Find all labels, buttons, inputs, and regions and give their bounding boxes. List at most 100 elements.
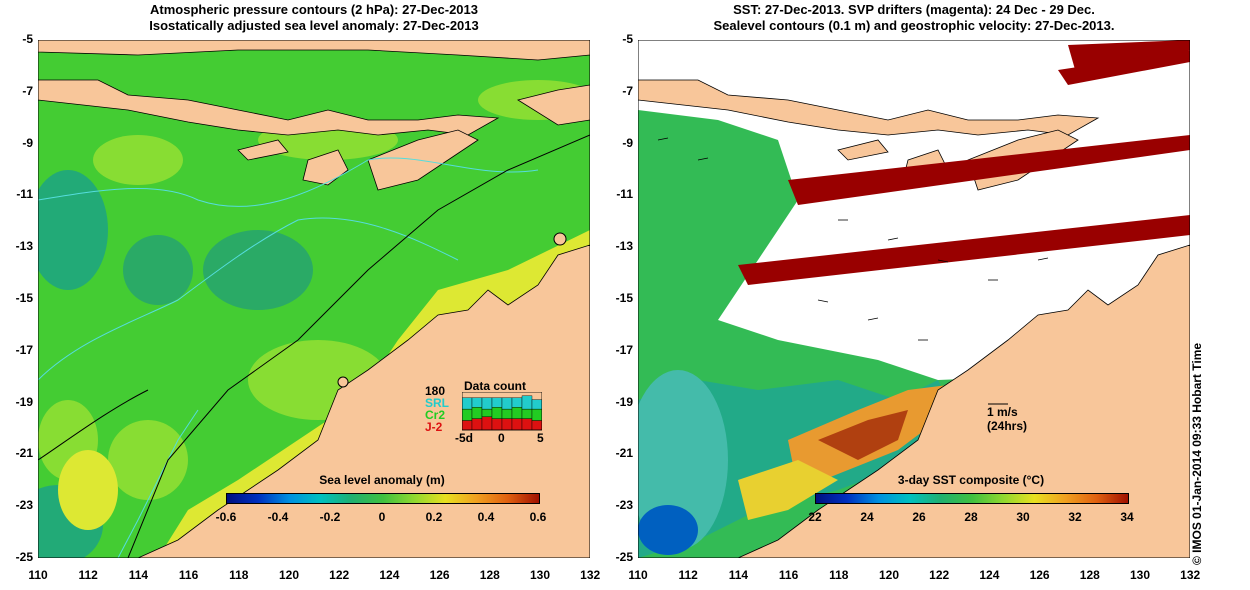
lon-tick-label: 128 bbox=[1079, 568, 1100, 582]
right-title-line2: Sealevel contours (0.1 m) and geostrophi… bbox=[713, 18, 1115, 33]
right-colorbar bbox=[815, 493, 1129, 504]
lat-tick-label: -5 bbox=[622, 32, 633, 46]
lon-tick-label: 118 bbox=[829, 568, 849, 582]
histogram-bar bbox=[491, 397, 503, 408]
lcb-tick: 0.4 bbox=[477, 510, 495, 524]
histogram-bar bbox=[501, 408, 513, 419]
lon-tick-label: 122 bbox=[929, 568, 950, 582]
histogram-bar bbox=[481, 397, 493, 410]
lon-tick-label: 110 bbox=[628, 568, 648, 582]
lat-tick-label: -19 bbox=[615, 394, 633, 409]
lat-tick-label: -17 bbox=[15, 342, 33, 357]
lon-tick-label: 114 bbox=[128, 568, 149, 582]
lon-tick-label: 128 bbox=[479, 568, 500, 582]
lat-tick-label: -13 bbox=[15, 239, 33, 254]
histogram-bar bbox=[511, 397, 523, 408]
data-count-max: 180 bbox=[425, 384, 446, 398]
lon-tick-label: 130 bbox=[1129, 568, 1151, 582]
left-map[interactable] bbox=[38, 40, 590, 558]
histogram-bar bbox=[511, 418, 523, 431]
left-colorbar-title: Sea level anomaly (m) bbox=[319, 473, 445, 487]
lon-tick-label: 112 bbox=[78, 568, 98, 582]
rcb-tick: 34 bbox=[1120, 510, 1134, 524]
lat-tick-label: -25 bbox=[615, 550, 633, 564]
lat-tick-label: -17 bbox=[615, 342, 633, 357]
histogram-bar bbox=[471, 406, 483, 419]
lat-tick-label: -25 bbox=[15, 550, 33, 564]
rcb-tick: 28 bbox=[964, 510, 978, 524]
histogram-bar bbox=[481, 408, 493, 417]
lon-tick-label: 120 bbox=[878, 568, 900, 582]
left-title: Atmospheric pressure contours (2 hPa): 2… bbox=[38, 2, 590, 34]
lat-tick-label: -11 bbox=[16, 187, 33, 202]
data-count-histogram bbox=[462, 392, 542, 431]
sst-swaths bbox=[738, 40, 1190, 285]
lcb-tick: 0.2 bbox=[425, 510, 443, 524]
lon-tick-label: 126 bbox=[429, 568, 450, 582]
histogram-bar bbox=[462, 408, 473, 421]
lon-tick-label: 126 bbox=[1029, 568, 1050, 582]
lat-tick-label: -19 bbox=[15, 394, 33, 409]
histogram-bar bbox=[531, 399, 542, 410]
land-indonesia-right bbox=[638, 79, 1100, 136]
lat-tick-label: -5 bbox=[22, 32, 33, 46]
histogram-bar bbox=[481, 416, 493, 431]
histogram-bar bbox=[471, 397, 483, 408]
histogram-bar bbox=[471, 418, 483, 431]
rcb-tick: 30 bbox=[1016, 510, 1030, 524]
lcb-tick: 0 bbox=[378, 510, 386, 524]
lat-tick-label: -7 bbox=[622, 83, 633, 98]
lcb-tick: -0.4 bbox=[267, 510, 289, 524]
lat-tick-label: -15 bbox=[15, 291, 33, 305]
velocity-arrows bbox=[657, 137, 1049, 341]
lon-tick-label: 114 bbox=[728, 568, 749, 582]
land-indonesia bbox=[38, 79, 500, 136]
land-australia-right bbox=[737, 244, 1190, 558]
lon-tick-label: 110 bbox=[28, 568, 48, 582]
lat-tick-label: -23 bbox=[15, 498, 33, 513]
histogram-bar bbox=[531, 420, 542, 431]
lon-tick-label: 122 bbox=[329, 568, 350, 582]
lon-tick-label: 124 bbox=[979, 568, 1000, 582]
lcb-tick: -0.2 bbox=[319, 510, 341, 524]
data-count-xlabel-neg5: -5d bbox=[455, 431, 473, 445]
lon-tick-label: 124 bbox=[379, 568, 400, 582]
histogram-bar bbox=[462, 397, 473, 410]
lat-tick-label: -13 bbox=[615, 239, 633, 254]
lon-tick-label: 120 bbox=[278, 568, 300, 582]
histogram-bar bbox=[531, 408, 542, 421]
data-count-xlabel-5: 5 bbox=[537, 431, 544, 445]
data-count-title: Data count bbox=[464, 379, 527, 393]
histogram-bar bbox=[521, 408, 533, 419]
sat-srl: SRL bbox=[425, 396, 449, 410]
histogram-bar bbox=[501, 418, 513, 431]
right-colorbar-title: 3-day SST composite (°C) bbox=[897, 473, 1045, 487]
histogram-bar bbox=[501, 397, 513, 410]
right-map[interactable] bbox=[638, 40, 1190, 558]
rcb-tick: 22 bbox=[808, 510, 822, 524]
sat-j2: J-2 bbox=[425, 420, 443, 434]
lcb-tick: -0.6 bbox=[215, 510, 237, 524]
rcb-tick: 32 bbox=[1068, 510, 1082, 524]
histogram-bar bbox=[462, 420, 473, 431]
lon-tick-label: 112 bbox=[678, 568, 698, 582]
histogram-bar bbox=[491, 406, 503, 419]
left-title-line2: Isostatically adjusted sea level anomaly… bbox=[149, 18, 479, 33]
lon-tick-label: 130 bbox=[529, 568, 551, 582]
land-australia bbox=[137, 244, 590, 558]
lat-tick-label: -23 bbox=[615, 498, 633, 513]
lon-tick-label: 132 bbox=[580, 568, 601, 582]
rcb-tick: 24 bbox=[860, 510, 874, 524]
lon-tick-label: 118 bbox=[229, 568, 249, 582]
lat-tick-label: -9 bbox=[622, 135, 633, 150]
lon-tick-label: 116 bbox=[778, 568, 799, 582]
lon-tick-label: 132 bbox=[1180, 568, 1201, 582]
right-title-line1: SST: 27-Dec-2013. SVP drifters (magenta)… bbox=[733, 2, 1095, 17]
left-colorbar bbox=[226, 493, 540, 504]
lat-tick-label: -7 bbox=[22, 83, 33, 98]
copyright-label: © IMOS 01-Jan-2014 09:33 Hobart Time bbox=[1190, 342, 1204, 565]
lat-tick-label: -21 bbox=[615, 446, 633, 461]
scale-sublabel: (24hrs) bbox=[987, 419, 1028, 433]
lcb-tick: 0.6 bbox=[529, 510, 547, 524]
scale-label: 1 m/s bbox=[987, 405, 1018, 419]
